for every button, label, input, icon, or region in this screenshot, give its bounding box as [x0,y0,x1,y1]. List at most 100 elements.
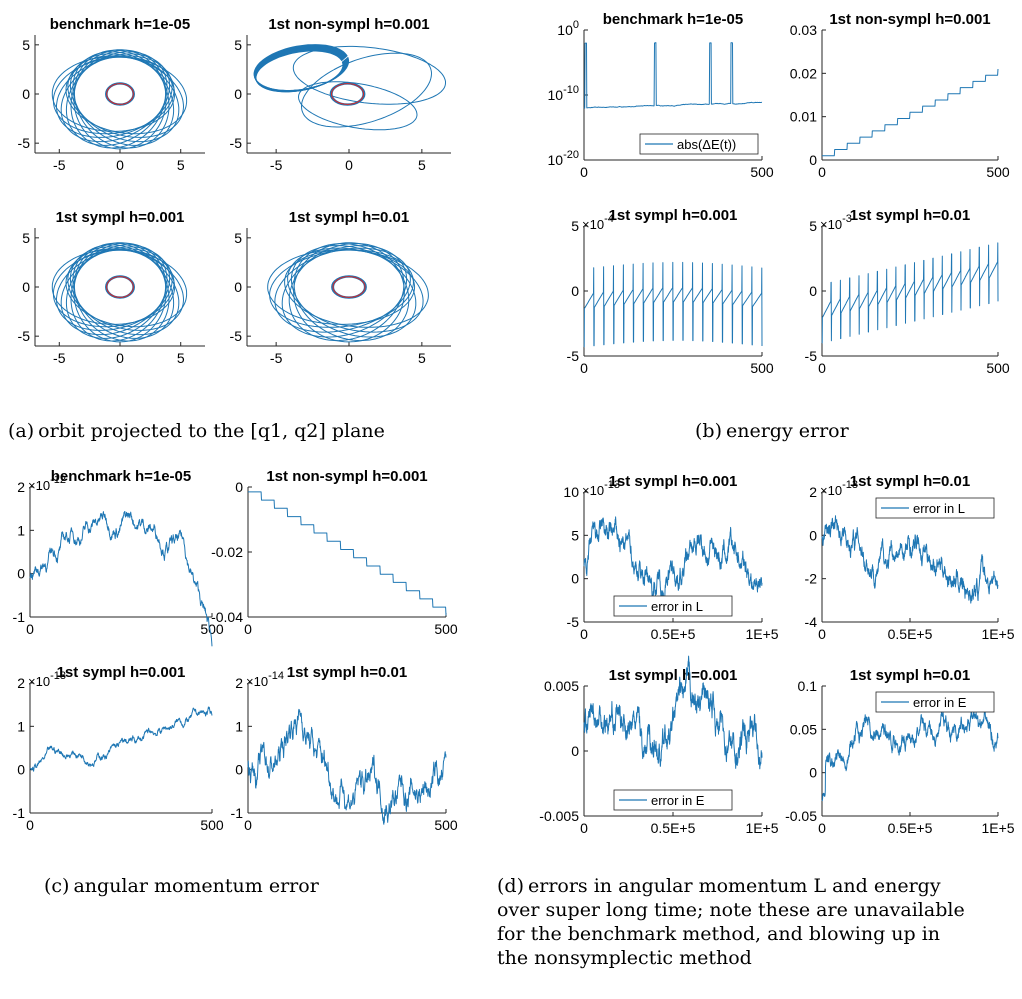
series-line [247,491,447,616]
caption-c: (c) angular momentum error [44,874,319,899]
orbit-line [301,52,432,128]
caption-c-label: (c) [44,875,70,897]
inner-orbit-highlight [332,276,366,298]
x-tick-label: 500 [750,360,774,376]
y-tick-label: 100 [557,19,579,38]
x-tick-label: 0 [580,164,588,180]
orbit-line [287,247,424,333]
y-tick-label: 5 [22,37,30,53]
y-tick-label: 1 [17,522,25,538]
y-tick-label: 5 [571,218,579,234]
legend-box [613,595,733,617]
series-line [583,42,763,109]
y-tick-label: -0.005 [539,808,579,824]
caption-a: (a) orbit projected to the [q1, q2] plane [8,419,385,444]
y-tick-label: 2 [809,484,817,500]
y-tick-label: -0.02 [211,544,243,560]
orbit-series [267,242,429,343]
inner-orbit-highlight [106,83,134,105]
orbit-line [65,249,188,328]
y-tick-label: 0 [234,279,242,295]
y-tick-label: 5 [809,218,817,234]
orbit-line [269,249,414,328]
x-tick-label: -5 [270,157,283,173]
x-tick-label: 1E+5 [745,820,778,836]
orbit-series [51,49,188,150]
inner-orbit [329,82,366,106]
panel-title: 1st sympl h=0.001 [56,209,185,226]
y-tick-label: 0.005 [544,678,579,694]
orbit-line [69,53,180,143]
y-tick-label: 0.02 [790,65,817,81]
y-tick-label: 0.1 [798,678,818,694]
panel-title: 1st sympl h=0.001 [57,664,186,681]
series-line [29,511,213,647]
x-tick-label: 0 [26,621,34,637]
panel-title: 1st sympl h=0.01 [287,664,407,681]
orbit-line [69,246,180,336]
x-tick-label: 0.5E+5 [888,626,933,642]
inner-orbit [105,82,135,106]
legend-box [875,691,995,713]
panel-title: 1st sympl h=0.01 [850,207,970,224]
y-tick-label: 0 [22,279,30,295]
series-line [247,708,447,825]
x-tick-label: 0 [580,820,588,836]
x-tick-label: 5 [418,350,426,366]
panel-title: 1st non-sympl h=0.001 [268,16,429,33]
orbit-line [253,44,350,91]
plot-area [30,683,212,813]
y-tick-label: 5 [571,527,579,543]
orbit-line [292,45,446,105]
orbit-line [298,81,418,131]
caption-b-text: energy error [726,420,849,442]
y-tick-label: 0 [809,283,817,299]
legend-box [613,789,733,811]
panel-title: 1st sympl h=0.001 [609,667,738,684]
x-tick-label: 5 [177,157,185,173]
x-tick-label: 500 [986,164,1010,180]
orbit-line [293,242,405,343]
y-tick-label: 0 [17,566,25,582]
y-tick-label: 1 [17,718,25,734]
y-tick-label: 5 [234,230,242,246]
series-line [583,261,763,348]
series-line [821,705,999,802]
y-tick-label: -0.04 [211,609,243,625]
x-tick-label: 0.5E+5 [888,820,933,836]
orbit-series [51,242,188,343]
y-tick-label: 10-20 [548,149,579,168]
y-tick-label: 1 [235,718,243,734]
x-tick-label: -5 [53,157,66,173]
caption-d-line3: for the benchmark method, and blowing up… [497,923,941,945]
exponent-label: ×10-12 [28,474,66,493]
panel-title: 1st sympl h=0.01 [850,667,970,684]
x-tick-label: 500 [986,360,1010,376]
y-tick-label: 0 [571,571,579,587]
orbit-line [284,249,429,328]
orbit-line [67,55,184,138]
y-tick-label: 2 [17,675,25,691]
x-tick-label: 0 [244,621,252,637]
x-tick-label: 500 [750,164,774,180]
y-tick-label: 0 [235,479,243,495]
y-tick-label: 5 [234,37,242,53]
y-tick-label: -5 [18,135,31,151]
y-tick-label: 0 [809,765,817,781]
y-tick-label: -4 [805,614,818,630]
caption-d-line2: over super long time; note these are una… [497,899,965,921]
panel-title: 1st sympl h=0.001 [609,207,738,224]
series-line [821,242,999,344]
inner-orbit-highlight [106,276,134,298]
y-tick-label: 0.03 [790,22,817,38]
y-tick-label: 0 [22,86,30,102]
x-tick-label: 0 [580,626,588,642]
y-tick-label: -1 [13,805,26,821]
x-tick-label: -5 [53,350,66,366]
x-tick-label: 0.5E+5 [651,626,696,642]
y-tick-label: -2 [805,571,818,587]
orbit-line [281,245,408,338]
plot-area [822,30,998,160]
legend-label: error in L [651,599,703,614]
y-tick-label: -1 [13,609,26,625]
